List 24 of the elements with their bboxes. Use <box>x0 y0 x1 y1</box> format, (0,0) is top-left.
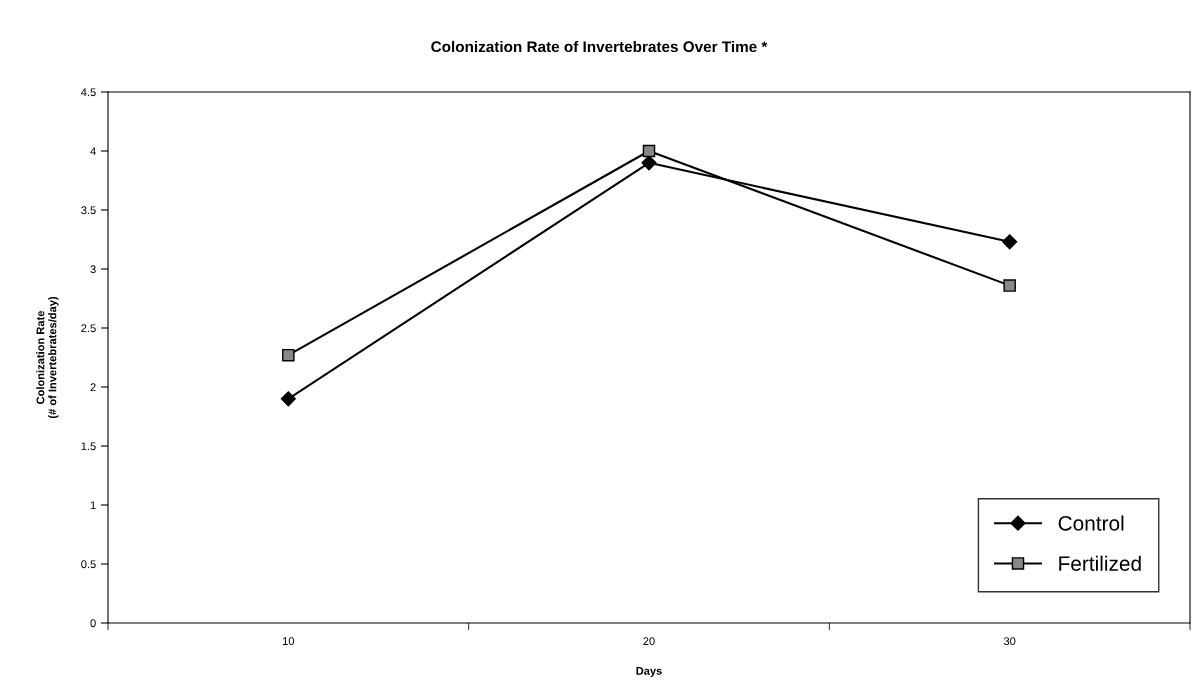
y-tick-label: 3 <box>90 265 96 274</box>
point <box>1002 234 1018 250</box>
point <box>641 155 657 171</box>
chart-title: Colonization Rate of Invertebrates Over Time * <box>431 40 768 53</box>
y-tick-label: 0.5 <box>81 560 96 569</box>
y-tick-label: 2 <box>90 383 96 392</box>
y-tick-label: 2.5 <box>81 324 96 333</box>
x-tick-label: 10 <box>283 637 295 646</box>
point <box>642 144 656 158</box>
point <box>280 391 296 407</box>
legend-label: Fertilized <box>1059 555 1141 571</box>
point <box>1003 279 1016 292</box>
y-tick-label: 4.5 <box>81 88 96 97</box>
y-tick-label: 4 <box>90 147 96 156</box>
point <box>282 348 295 362</box>
y-tick-label: 1 <box>90 501 96 510</box>
y-tick-label: 3.5 <box>81 206 96 215</box>
x-tick-label: 20 <box>643 637 655 646</box>
y-tick-label: 1.5 <box>81 442 96 451</box>
y-axis-title: Colonization Rate (# of Invertebrates/day) <box>36 296 59 419</box>
x-tick-label: 30 <box>1003 637 1016 646</box>
legend-label: Control <box>1058 515 1124 531</box>
y-tick-label: 0 <box>90 619 96 628</box>
x-axis-title: Days <box>636 667 662 678</box>
